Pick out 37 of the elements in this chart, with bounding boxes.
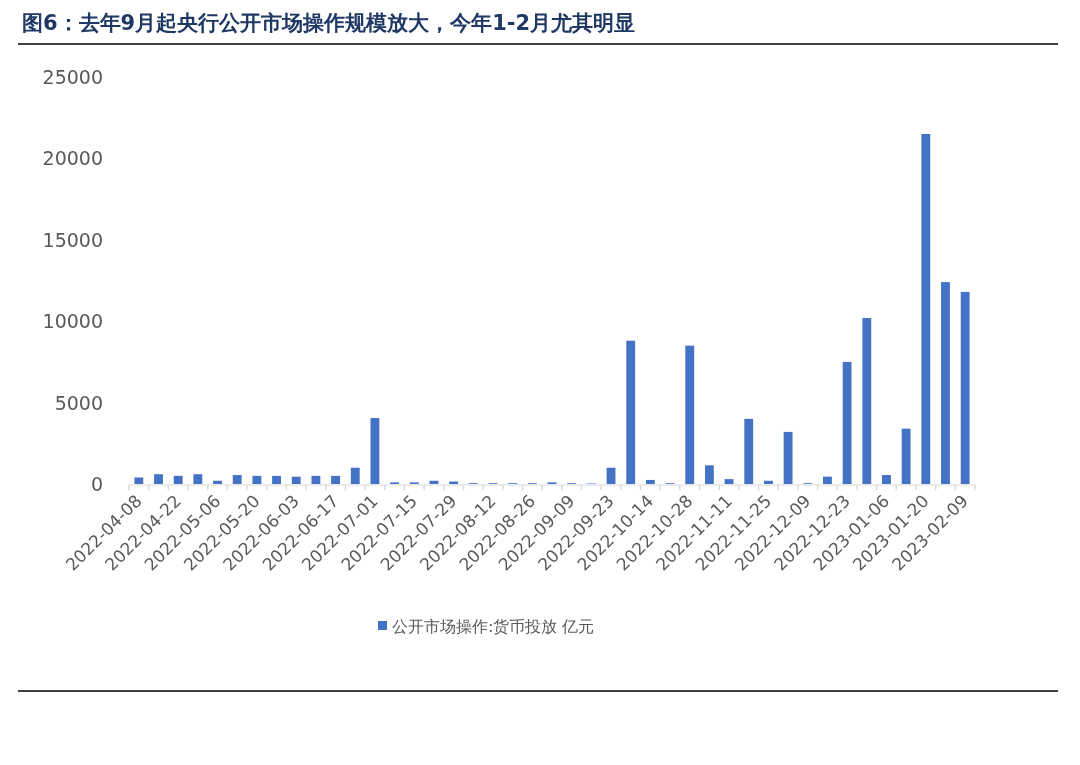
bar <box>311 475 321 484</box>
bar <box>134 477 144 484</box>
y-tick-label: 25000 <box>42 66 103 88</box>
y-tick-label: 15000 <box>42 228 103 251</box>
bar <box>823 476 832 484</box>
bar <box>291 476 301 484</box>
bar <box>370 418 380 484</box>
bar <box>272 475 281 484</box>
y-tick-label: 20000 <box>42 147 103 170</box>
bar <box>842 361 852 484</box>
bar <box>232 475 242 484</box>
bar <box>213 480 222 484</box>
bar <box>724 479 734 484</box>
bar <box>704 465 714 484</box>
bar <box>626 340 636 484</box>
bar <box>685 345 695 484</box>
bar <box>763 480 773 484</box>
y-tick-label: 10000 <box>42 310 103 333</box>
legend-label: 公开市场操作:货币投放 亿元 <box>392 617 595 636</box>
bar <box>173 475 183 484</box>
bar <box>744 418 754 484</box>
bar <box>921 133 931 484</box>
bar <box>154 474 163 484</box>
bar <box>960 291 970 484</box>
bar <box>882 475 891 484</box>
y-tick-label: 0 <box>90 473 103 495</box>
bar <box>901 428 911 484</box>
y-tick-label: 5000 <box>54 391 103 414</box>
bar <box>331 475 341 484</box>
bar <box>645 479 655 484</box>
bar <box>941 282 950 484</box>
bar <box>252 475 262 484</box>
bar <box>783 431 793 484</box>
bar <box>862 317 872 484</box>
bar <box>193 474 203 484</box>
chart-title: 图6：去年9月起央行公开市场操作规模放大，今年1-2月尤其明显 <box>22 11 636 35</box>
bar <box>350 467 360 484</box>
